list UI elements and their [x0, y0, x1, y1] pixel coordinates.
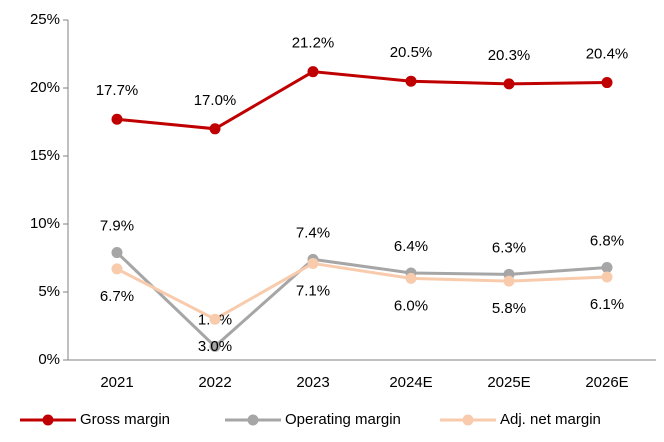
point — [111, 263, 123, 275]
y-tick-label: 5% — [38, 283, 60, 300]
data-label: 20.5% — [390, 44, 433, 61]
point — [307, 257, 319, 269]
point — [503, 78, 515, 90]
point — [601, 271, 613, 283]
point — [503, 275, 515, 287]
point — [405, 272, 417, 284]
data-label: 6.1% — [590, 296, 624, 313]
legend-label: Gross margin — [80, 411, 170, 428]
data-label: 6.4% — [394, 238, 428, 255]
point — [209, 313, 221, 325]
data-label: 7.9% — [100, 218, 134, 235]
data-label: 7.4% — [296, 224, 330, 241]
series-line — [115, 251, 608, 349]
point — [405, 75, 417, 87]
data-label: 6.3% — [492, 239, 526, 256]
x-tick-label: 2025E — [487, 374, 530, 391]
point — [601, 77, 613, 89]
data-label: 7.1% — [296, 282, 330, 299]
data-label: 6.7% — [100, 288, 134, 305]
point — [209, 340, 221, 352]
x-tick-label: 2024E — [389, 374, 432, 391]
legend-marker — [247, 414, 259, 426]
y-tick-label: 15% — [30, 147, 60, 164]
x-tick-label: 2023 — [296, 374, 329, 391]
legend-marker — [42, 414, 54, 426]
data-label: 20.3% — [488, 47, 531, 64]
y-tick-label: 0% — [38, 351, 60, 368]
point — [209, 123, 221, 135]
data-label: 17.7% — [96, 82, 139, 99]
point — [111, 247, 123, 259]
data-label: 6.8% — [590, 232, 624, 249]
y-tick-label: 20% — [30, 79, 60, 96]
data-label: 3.0% — [198, 338, 232, 355]
y-tick-label: 25% — [30, 11, 60, 28]
x-tick-label: 2021 — [100, 374, 133, 391]
legend-label: Adj. net margin — [500, 411, 601, 428]
data-label: 21.2% — [292, 35, 335, 52]
point — [307, 66, 319, 78]
data-label: 6.0% — [394, 297, 428, 314]
point — [601, 262, 613, 274]
data-label: 5.8% — [492, 300, 526, 317]
x-tick-label: 2022 — [198, 374, 231, 391]
legend-marker — [462, 414, 474, 426]
y-tick-label: 10% — [30, 215, 60, 232]
legend-label: Operating margin — [285, 411, 401, 428]
data-label: 20.4% — [586, 46, 629, 63]
series-line — [116, 261, 608, 321]
x-tick-label: 2026E — [585, 374, 628, 391]
series-line — [116, 70, 608, 131]
point — [111, 113, 123, 125]
data-label: 17.0% — [194, 92, 237, 109]
